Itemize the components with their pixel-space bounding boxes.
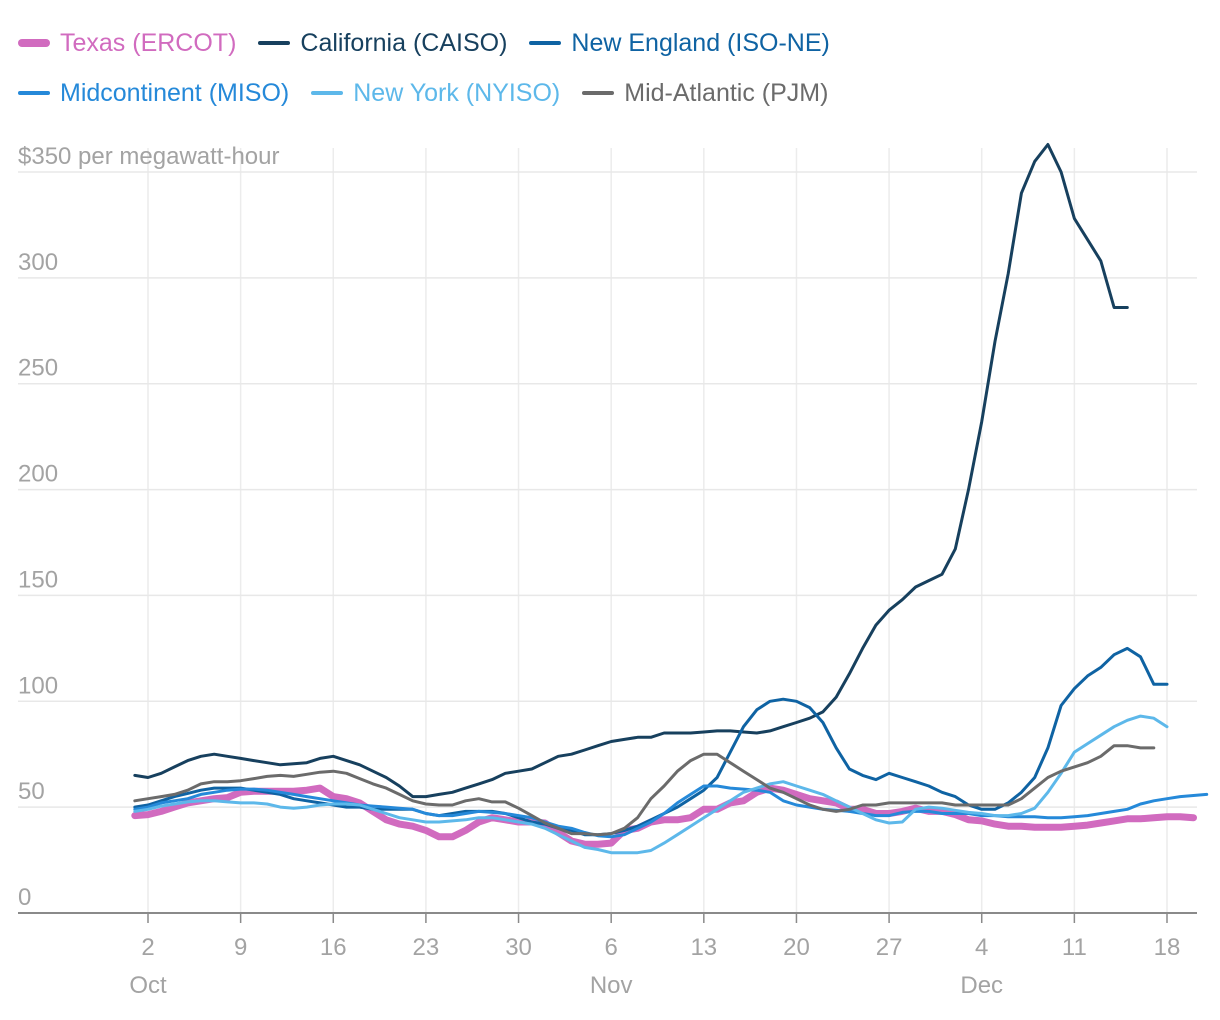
- legend-row-1: Texas (ERCOT) California (CAISO) New Eng…: [18, 18, 1198, 68]
- legend-item-texas: Texas (ERCOT): [18, 29, 236, 58]
- series-line-new-england-iso-ne: [133, 646, 1169, 837]
- x-tick-label-3: 23: [413, 934, 440, 961]
- series-line-new-york-nyiso: [133, 714, 1169, 855]
- legend-row-2: Midcontinent (MISO) New York (NYISO) Mid…: [18, 68, 1198, 118]
- x-tick-label-8: 27: [876, 934, 903, 961]
- y-tick-label-50: 50: [18, 778, 45, 805]
- series-line-california-caiso: [133, 143, 1129, 799]
- x-tick-label-11: 18: [1154, 934, 1181, 961]
- y-tick-label-300: 300: [18, 249, 58, 276]
- legend-item-midcontinent: Midcontinent (MISO): [18, 79, 289, 108]
- legend-swatch-midcontinent: [18, 91, 50, 95]
- x-tick-label-9: 4: [975, 934, 988, 961]
- y-tick-label-250: 250: [18, 355, 58, 382]
- series-layer: [131, 143, 1209, 855]
- x-tick-label-10: 11: [1062, 934, 1087, 961]
- legend-label-california: California (CAISO): [300, 28, 508, 57]
- axis-layer: 2 9 16 23 30 6 13 20 27 4 11 18 Oct Nov Dec 0 50 100 150 20…: [18, 143, 1197, 999]
- y-axis-unit-label: $350 per megawatt-hour: [18, 143, 280, 170]
- legend-swatch-new-york: [311, 91, 344, 95]
- month-label-dec: Dec: [960, 972, 1003, 999]
- legend-label-texas: Texas (ERCOT): [60, 28, 237, 57]
- series-line-texas-ercot: [131, 784, 1197, 848]
- legend-swatch-mid-atlantic: [582, 91, 615, 95]
- legend-item-new-england: New England (ISO-NE): [529, 28, 830, 58]
- legend-item-california: California (CAISO): [258, 29, 507, 58]
- x-tick-label-6: 13: [690, 934, 717, 961]
- legend-item-mid-atlantic: Mid-Atlantic (PJM): [582, 79, 828, 108]
- legend-label-mid-atlantic: Mid-Atlantic (PJM): [624, 78, 829, 107]
- legend-swatch-new-england: [529, 41, 562, 45]
- y-tick-label-0: 0: [18, 884, 31, 911]
- month-label-oct: Oct: [129, 972, 167, 999]
- legend-swatch-california: [258, 41, 291, 45]
- month-label-nov: Nov: [590, 972, 633, 999]
- y-tick-label-150: 150: [18, 566, 58, 593]
- legend-label-midcontinent: Midcontinent (MISO): [60, 78, 290, 107]
- legend-label-new-york: New York (NYISO): [353, 78, 561, 107]
- series-line-mid-atlantic-pjm: [133, 744, 1156, 837]
- y-tick-label-200: 200: [18, 461, 58, 488]
- legend: Texas (ERCOT) California (CAISO) New Eng…: [18, 18, 1198, 118]
- grid-layer: [18, 148, 1197, 913]
- legend-label-new-england: New England (ISO-NE): [571, 28, 830, 57]
- x-tick-label-7: 20: [783, 934, 810, 961]
- x-tick-label-4: 30: [505, 934, 532, 961]
- legend-swatch-texas: [18, 39, 50, 47]
- x-tick-label-5: 6: [605, 934, 618, 961]
- x-tick-label-1: 9: [234, 934, 247, 961]
- legend-item-new-york: New York (NYISO): [311, 79, 560, 108]
- x-tick-label-0: 2: [141, 934, 154, 961]
- series-line-midcontinent-miso: [133, 784, 1209, 839]
- y-tick-label-100: 100: [18, 672, 58, 699]
- x-tick-label-2: 16: [320, 934, 347, 961]
